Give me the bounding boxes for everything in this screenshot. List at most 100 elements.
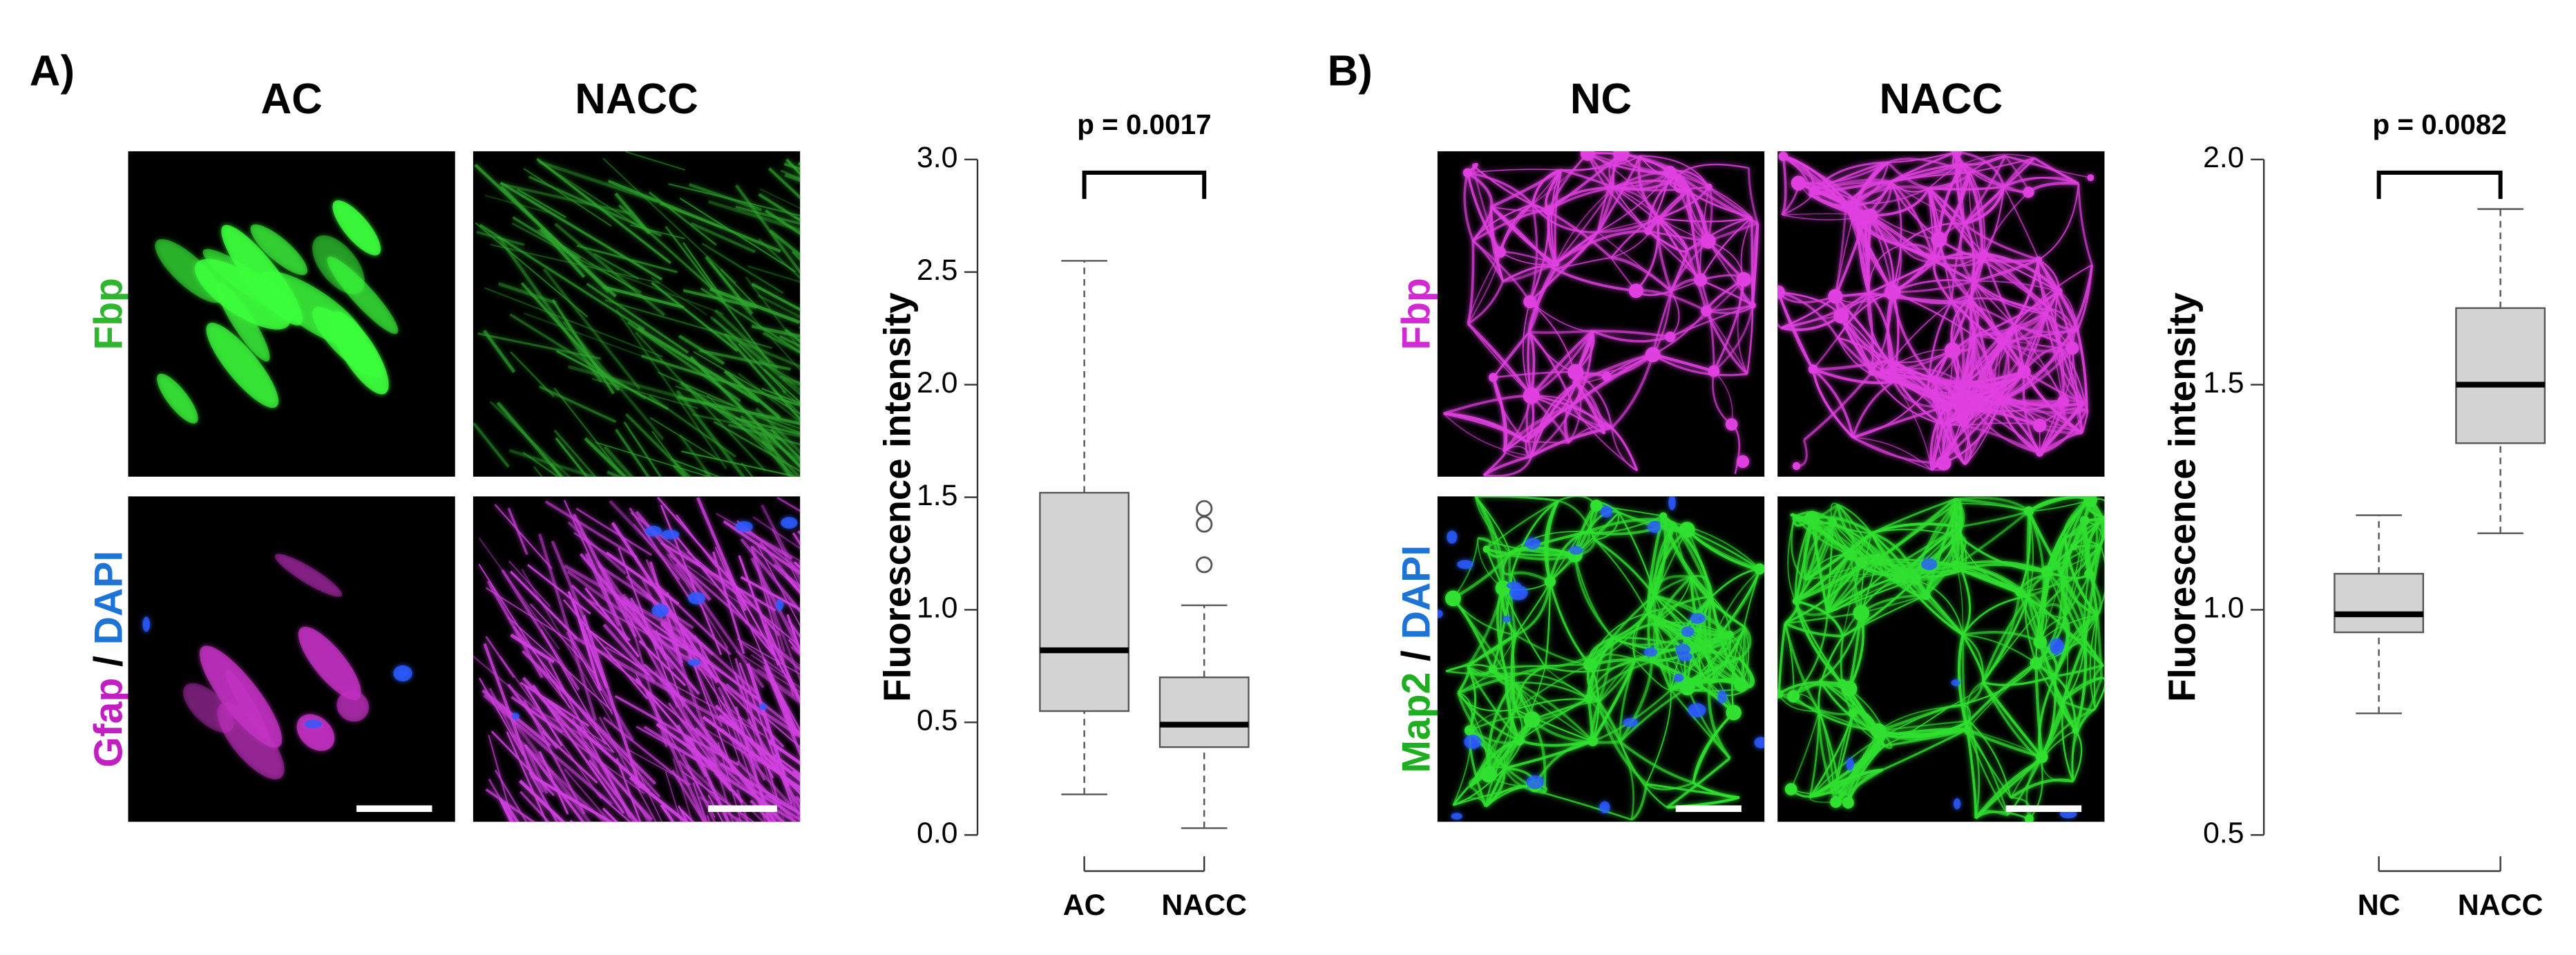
- fiber: [707, 815, 710, 822]
- image-content: [142, 554, 412, 779]
- fiber: [798, 162, 801, 166]
- neurite: [1962, 155, 2006, 167]
- neurite: [1998, 324, 2015, 401]
- p-value: p = 0.0017: [1077, 108, 1211, 140]
- neurite: [1784, 623, 1820, 712]
- fiber: [660, 542, 776, 612]
- fiber: [479, 538, 560, 650]
- fiber: [740, 415, 801, 477]
- neurite: [1961, 400, 1970, 465]
- image-content: [473, 496, 801, 822]
- neurite: [1467, 323, 1533, 397]
- neurite: [1515, 663, 1590, 710]
- fiber: [759, 541, 801, 594]
- neurite: [1529, 330, 1593, 334]
- fiber: [765, 794, 801, 815]
- neurite: [1561, 155, 1641, 171]
- neurite: [1712, 279, 1745, 372]
- x-tick-label: NACC: [2458, 889, 2544, 922]
- neurite: [1587, 153, 1649, 232]
- row-label-part: DAPI: [1395, 545, 1439, 639]
- neurite: [1888, 151, 1957, 163]
- nucleus: [1643, 647, 1657, 657]
- fiber: [638, 805, 649, 822]
- fiber: [522, 650, 657, 785]
- neurite: [1826, 553, 1851, 613]
- fiber: [649, 417, 720, 460]
- fiber: [483, 330, 516, 373]
- neurite: [1598, 701, 1622, 743]
- nucleus: [1675, 643, 1691, 655]
- neurite: [1851, 380, 1895, 438]
- fiber: [656, 723, 717, 768]
- outlier: [1196, 556, 1213, 574]
- neurite: [1962, 324, 2015, 386]
- neurite: [1670, 680, 1750, 691]
- soma: [1705, 183, 1712, 191]
- neurite: [1871, 371, 1943, 426]
- neurite: [1845, 180, 1891, 207]
- neurite: [2071, 708, 2096, 782]
- soma: [2023, 187, 2034, 198]
- fiber: [510, 633, 555, 663]
- neurite: [1645, 782, 1694, 791]
- neurite: [1469, 729, 1520, 744]
- neurite: [1958, 535, 2048, 573]
- fiber: [605, 551, 680, 605]
- fiber: [497, 235, 603, 383]
- neurite: [1961, 162, 2029, 194]
- fiber: [511, 223, 642, 293]
- fiber: [649, 191, 717, 246]
- neurite: [2089, 614, 2099, 710]
- fiber: [506, 731, 548, 822]
- neurite: [1809, 769, 1883, 798]
- image-content: [473, 151, 801, 477]
- fiber: [633, 762, 662, 822]
- soma: [1584, 694, 1593, 703]
- neurite: [2003, 176, 2079, 188]
- neurite: [1915, 579, 1964, 635]
- neurite: [1490, 169, 1563, 209]
- neurite: [1490, 205, 1556, 270]
- neurite: [1962, 399, 2041, 427]
- neurite: [1469, 716, 1533, 732]
- nucleus: [1506, 581, 1521, 589]
- x-tick-label: AC: [1063, 889, 1106, 922]
- scale-bar: [2005, 805, 2082, 812]
- fiber: [522, 451, 560, 477]
- neurite: [1868, 292, 1952, 303]
- fiber: [651, 276, 707, 316]
- neurite: [1498, 202, 1534, 253]
- neurite: [1686, 529, 1760, 569]
- neurite: [1513, 681, 1523, 710]
- fiber: [681, 451, 800, 477]
- neurite: [1589, 653, 1636, 665]
- neurite: [1960, 570, 1972, 636]
- fiber: [528, 771, 558, 822]
- neurite: [1499, 588, 1507, 674]
- fiber: [495, 769, 528, 822]
- fiber: [511, 696, 564, 733]
- neurite: [1531, 395, 1574, 406]
- fiber: [667, 702, 743, 804]
- neurite: [2054, 291, 2061, 348]
- soma: [1778, 151, 1788, 162]
- nucleus: [511, 712, 519, 720]
- fiber: [651, 630, 705, 661]
- fiber: [758, 193, 801, 222]
- fiber: [793, 216, 801, 220]
- neurite: [1954, 498, 1963, 527]
- neurite: [1777, 292, 1814, 370]
- neurite: [2074, 677, 2103, 732]
- fiber: [755, 407, 801, 455]
- neurite: [1452, 598, 1507, 674]
- fiber: [615, 428, 650, 477]
- fiber: [554, 223, 666, 316]
- fiber: [757, 294, 801, 319]
- neurite: [1514, 666, 1546, 710]
- neurite: [1544, 500, 1560, 583]
- box: [2334, 573, 2425, 634]
- fiber: [676, 715, 741, 785]
- neurite: [2053, 614, 2098, 677]
- neurite: [1871, 532, 1927, 596]
